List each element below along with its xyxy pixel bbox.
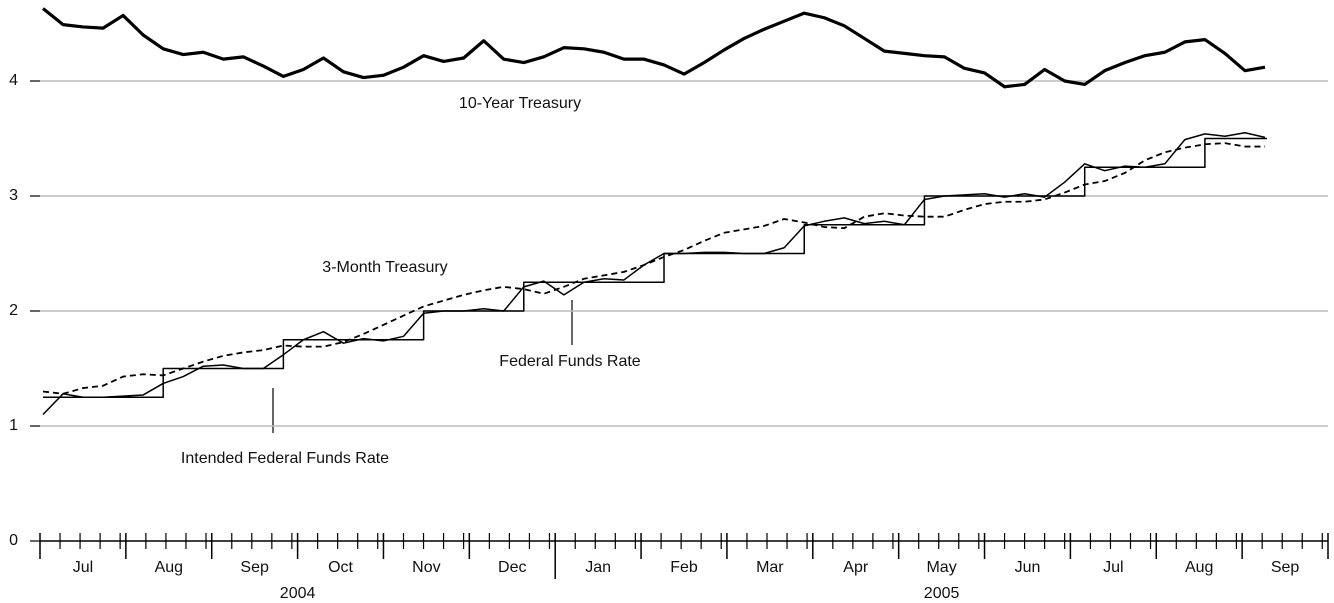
x-tick-label: Jul (1103, 559, 1123, 576)
x-tick-label: Aug (1185, 559, 1213, 576)
y-tick-label: 2 (9, 302, 18, 319)
x-tick-label: Oct (328, 559, 353, 576)
x-tick-label: Jan (585, 559, 611, 576)
x-tick-label: Apr (843, 559, 869, 576)
year-label: 2004 (280, 585, 316, 602)
series-label: Intended Federal Funds Rate (181, 450, 389, 467)
series-label: Federal Funds Rate (499, 353, 641, 370)
x-tick-label: Feb (670, 559, 698, 576)
x-tick-label: Sep (1271, 559, 1300, 576)
x-tick-label: May (926, 559, 956, 576)
y-tick-label: 4 (9, 72, 18, 89)
x-tick-label: Aug (155, 559, 183, 576)
series-line (42, 132, 1266, 416)
y-tick-label: 0 (9, 532, 18, 549)
x-tick-label: Jun (1015, 559, 1041, 576)
series-label: 3-Month Treasury (322, 259, 447, 276)
x-tick-label: Sep (240, 559, 269, 576)
x-tick-label: Nov (412, 559, 440, 576)
year-label: 2005 (924, 585, 960, 602)
x-tick-label: Dec (498, 559, 526, 576)
series-label: 10-Year Treasury (459, 95, 581, 112)
series-line (43, 137, 1267, 398)
series-line (41, 7, 1266, 89)
y-tick-label: 3 (9, 187, 18, 204)
x-tick-label: Mar (756, 559, 784, 576)
y-tick-label: 1 (9, 417, 18, 434)
series-line (42, 142, 1265, 395)
x-tick-label: Jul (73, 559, 93, 576)
